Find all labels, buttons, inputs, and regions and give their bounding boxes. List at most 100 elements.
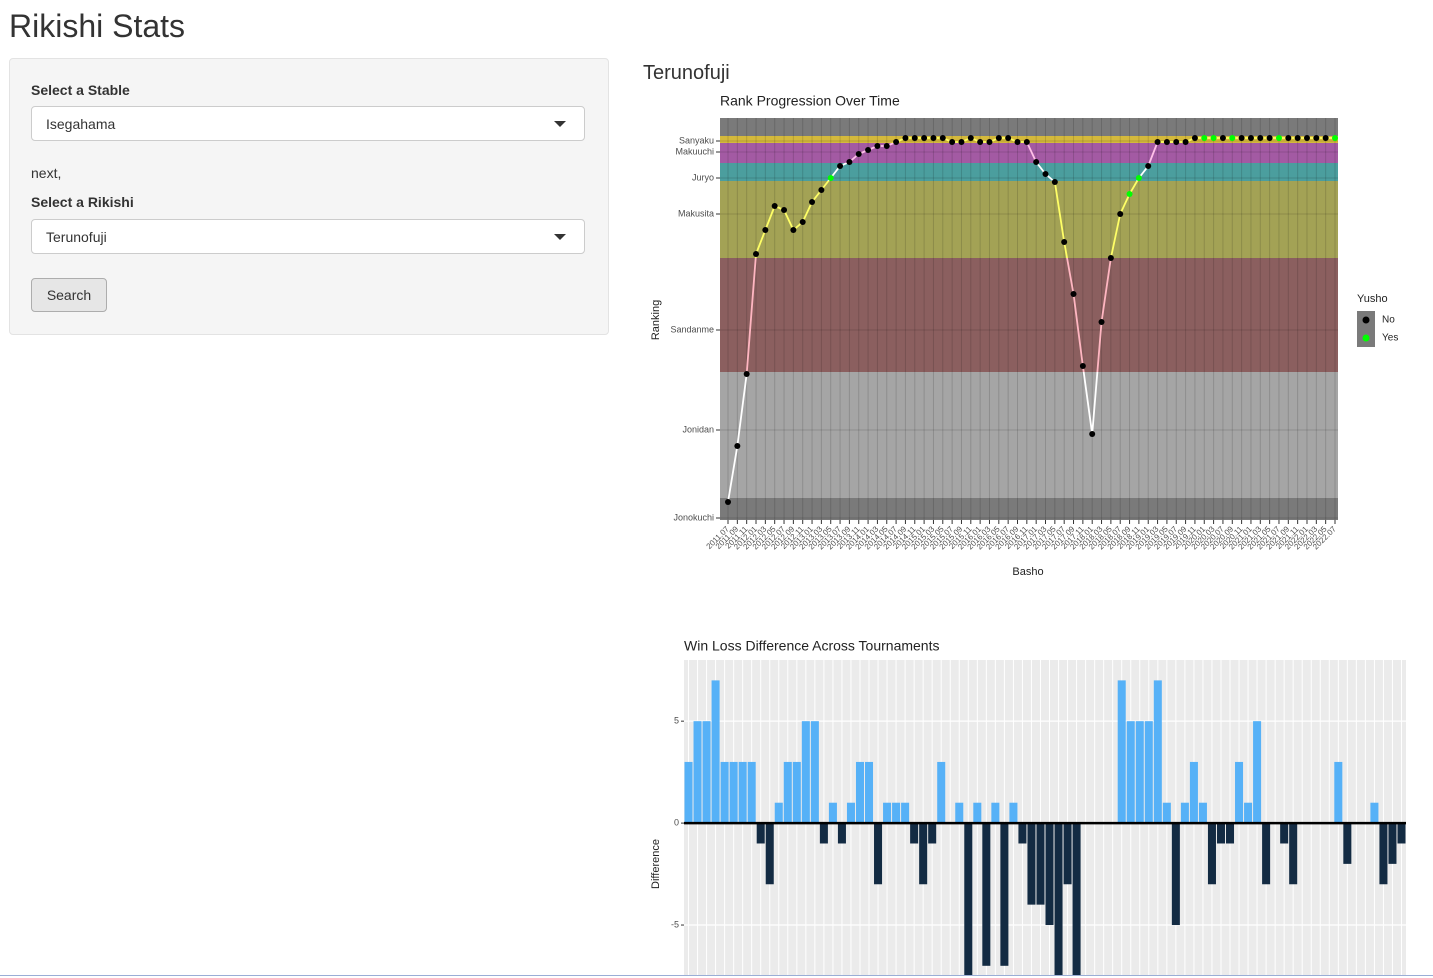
rank-point xyxy=(893,139,900,145)
bar xyxy=(892,802,901,824)
bar xyxy=(1334,761,1343,824)
sidebar-panel: Select a Stable Isegahama next, Select a… xyxy=(9,58,609,335)
y-tick-label: -5 xyxy=(671,919,679,929)
caret xyxy=(554,234,566,240)
bar xyxy=(955,802,964,824)
rank-point xyxy=(1294,135,1301,141)
bar xyxy=(1207,823,1216,885)
rank-point xyxy=(799,219,806,225)
rank-point xyxy=(967,135,974,141)
bar xyxy=(1027,823,1036,905)
bar xyxy=(1063,823,1072,885)
rank-point xyxy=(874,143,881,149)
rank-band xyxy=(720,163,1338,181)
rank-point xyxy=(1238,135,1245,141)
rank-point xyxy=(725,499,731,505)
rank-point xyxy=(1145,163,1152,169)
rank-point xyxy=(1191,135,1198,141)
bar xyxy=(837,823,846,844)
bar xyxy=(1198,802,1207,824)
bar xyxy=(747,761,756,824)
rikishi-label: Select a Rikishi xyxy=(31,194,134,210)
bar xyxy=(702,721,711,824)
bar xyxy=(801,721,810,824)
rank-band xyxy=(720,372,1338,498)
rank-point xyxy=(1079,363,1086,369)
bar xyxy=(919,823,928,885)
rank-point xyxy=(1070,291,1077,297)
bar xyxy=(1144,721,1153,824)
rank-point xyxy=(1201,135,1208,141)
rank-point xyxy=(1098,319,1105,325)
bar xyxy=(855,761,864,824)
bar xyxy=(928,823,937,844)
y-tick-label: Jonidan xyxy=(682,424,714,434)
bar xyxy=(1289,823,1298,885)
rank-point xyxy=(734,443,741,449)
rank-point xyxy=(846,159,853,165)
y-axis-label: Ranking xyxy=(650,300,662,340)
bar xyxy=(874,823,883,885)
bar xyxy=(1117,680,1126,824)
rank-point xyxy=(781,207,788,213)
rank-band xyxy=(720,498,1338,518)
rank-point xyxy=(1033,159,1040,165)
rank-point xyxy=(930,135,937,141)
bar xyxy=(1036,823,1045,905)
page-title: Rikishi Stats xyxy=(9,8,186,44)
rank-point xyxy=(1303,135,1310,141)
bar xyxy=(729,761,738,824)
y-tick-label: Makusita xyxy=(678,208,714,218)
bar xyxy=(1216,823,1225,844)
rank-point xyxy=(1117,211,1124,217)
rank-point xyxy=(1219,135,1226,141)
rikishi-select[interactable]: Terunofuji xyxy=(31,219,585,254)
bar xyxy=(991,802,1000,824)
legend-label: Yes xyxy=(1382,333,1398,344)
rank-point xyxy=(1313,135,1320,141)
bar xyxy=(1045,823,1054,926)
bar xyxy=(765,823,774,885)
rank-point xyxy=(753,251,760,257)
bar xyxy=(1370,802,1379,824)
legend-label: No xyxy=(1382,315,1395,326)
rank-point xyxy=(995,135,1002,141)
stable-value: Isegahama xyxy=(46,116,116,132)
rank-point xyxy=(827,175,834,181)
bar xyxy=(720,761,729,824)
rank-point xyxy=(837,163,844,169)
bar xyxy=(1253,721,1262,824)
bar xyxy=(684,761,693,824)
chart-title: Rank Progression Over Time xyxy=(720,93,900,109)
rank-point xyxy=(958,139,965,145)
rank-point xyxy=(1023,139,1030,145)
search-button[interactable]: Search xyxy=(31,278,107,312)
rank-point xyxy=(1182,139,1189,145)
rank-band xyxy=(720,181,1338,258)
legend-symbol xyxy=(1362,316,1370,324)
legend-title: Yusho xyxy=(1357,293,1388,305)
bar xyxy=(1072,823,1081,976)
bar xyxy=(901,802,910,824)
rank-point xyxy=(1285,135,1292,141)
window-edge xyxy=(0,975,1433,976)
caret xyxy=(554,121,566,127)
bar xyxy=(792,761,801,824)
bar xyxy=(738,761,747,824)
rikishi-value: Terunofuji xyxy=(46,229,107,245)
stable-select[interactable]: Isegahama xyxy=(31,106,585,141)
bar xyxy=(756,823,765,844)
chart-title: Win Loss Difference Across Tournaments xyxy=(684,638,940,654)
bar xyxy=(937,761,946,824)
bar xyxy=(1235,761,1244,824)
bar xyxy=(964,823,973,976)
legend-symbol xyxy=(1362,334,1370,342)
rank-point xyxy=(939,135,946,141)
rank-point xyxy=(902,135,909,141)
bar xyxy=(774,802,783,824)
bar xyxy=(711,680,720,824)
rank-band xyxy=(720,258,1338,372)
rank-point xyxy=(771,203,778,209)
rank-point xyxy=(1163,139,1170,145)
